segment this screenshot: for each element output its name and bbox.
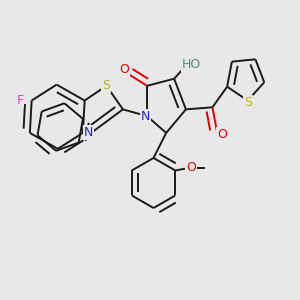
Text: S: S [244,96,252,110]
Text: O: O [119,63,129,76]
Text: S: S [102,79,110,92]
Text: N: N [84,126,93,140]
Text: HO: HO [182,58,201,70]
Text: O: O [218,128,227,141]
Text: O: O [187,161,196,174]
Text: F: F [16,94,23,107]
Text: N: N [141,110,150,123]
